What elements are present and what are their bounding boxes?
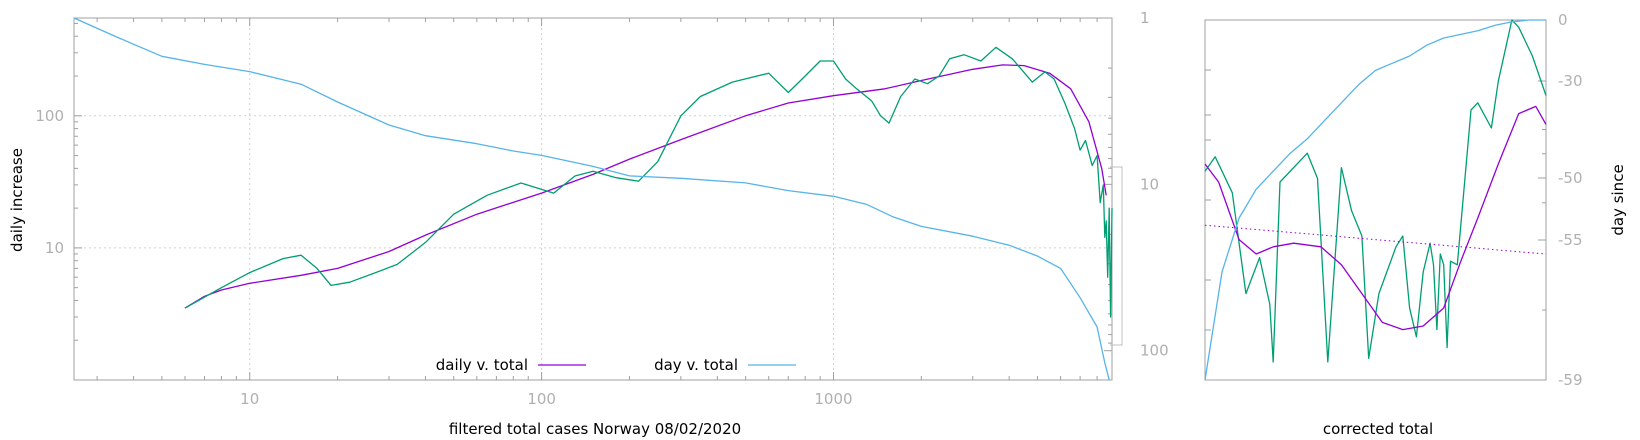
side-series-line-day	[1204, 19, 1546, 381]
main-chart-panel: 10 100 1000 10 100 1 10 100	[35, 9, 1168, 408]
main-y-axis-label: daily increase	[8, 148, 26, 252]
day-tick-label: 0	[1558, 11, 1568, 29]
series-line-daily-v-total	[184, 64, 1107, 309]
side-series-line-daily-smoothed	[1204, 105, 1547, 331]
side-chart-panel: 0 -30 -50 -55 -59	[1204, 11, 1583, 389]
day-tick-label: -55	[1558, 231, 1583, 249]
x-tick-label: 100	[527, 390, 556, 408]
day-tick-label: -59	[1558, 371, 1583, 389]
side-plot-frame	[1204, 19, 1547, 381]
y-tick-label: 100	[35, 107, 64, 125]
side-x-axis-label: corrected total	[1323, 420, 1433, 438]
legend-label-day-v-total: day v. total	[654, 356, 738, 374]
x-tick-label: 1000	[814, 390, 852, 408]
main-plot-frame	[73, 17, 1113, 381]
series-line-day-v-total	[73, 17, 1110, 381]
side-series-line-trend	[1204, 224, 1547, 255]
day-tick-label: -30	[1558, 72, 1583, 90]
main-x-axis-label: filtered total cases Norway 08/02/2020	[449, 420, 741, 438]
day-tick-label: -50	[1558, 169, 1583, 187]
y2-tick-label: 10	[1140, 175, 1159, 193]
range-bracket	[1110, 166, 1123, 346]
legend: daily v. total day v. total	[436, 356, 796, 374]
legend-label-daily-v-total: daily v. total	[436, 356, 528, 374]
y2-tick-label: 1	[1140, 9, 1150, 27]
y-tick-label: 10	[45, 239, 64, 257]
side-y2-axis-label: day since	[1609, 164, 1627, 235]
x-tick-label: 10	[240, 390, 259, 408]
side-series-line-daily-raw	[1204, 19, 1547, 363]
y2-tick-label: 100	[1140, 342, 1169, 360]
series-line-daily-raw	[184, 46, 1113, 318]
